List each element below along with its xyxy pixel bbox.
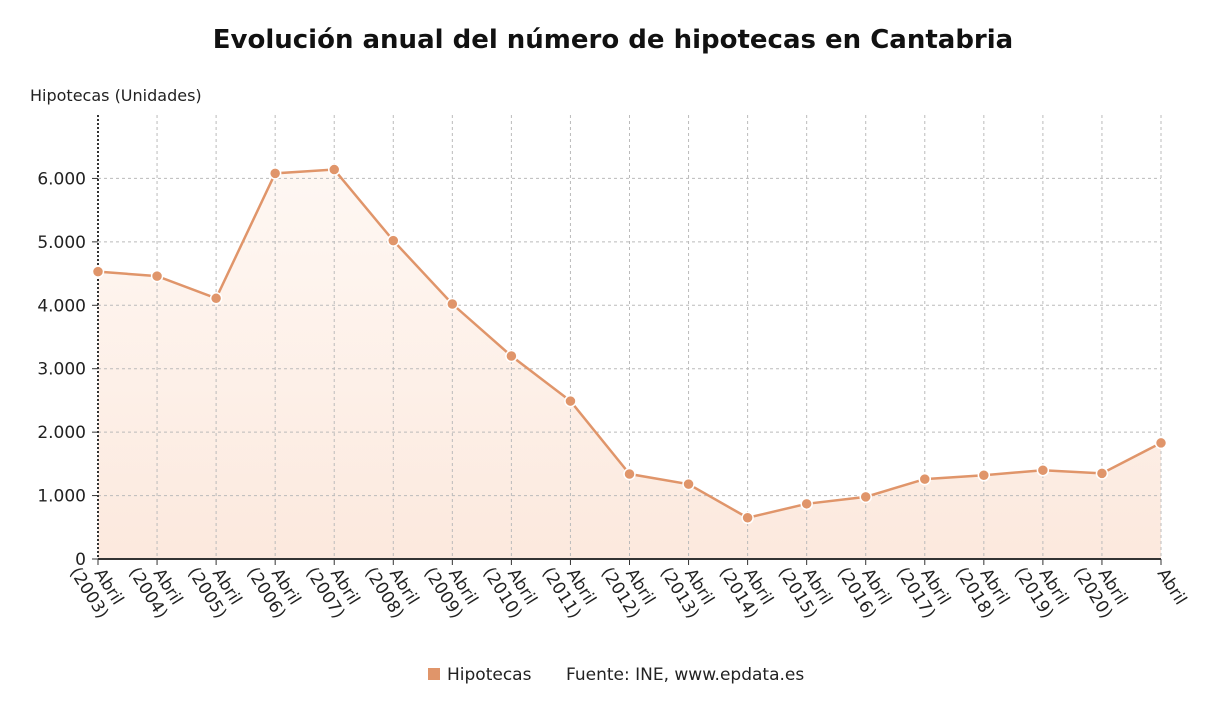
grid <box>98 115 1162 559</box>
x-tick-label: Abril(2020) <box>1069 553 1133 622</box>
legend-swatch <box>428 668 440 680</box>
x-tick-label: Abril(2009) <box>420 553 484 622</box>
y-tick-label: 6.000 <box>37 169 86 189</box>
x-tick-label: Abril(2014) <box>715 553 779 622</box>
marker <box>327 163 341 176</box>
marker <box>505 349 518 363</box>
marker <box>859 490 872 504</box>
x-tick-label: Abril(2005) <box>183 553 247 622</box>
marker <box>1154 436 1168 450</box>
x-tick-label: Abril(2011) <box>538 553 602 622</box>
x-tick-label: Abril(2018) <box>951 553 1015 622</box>
marker <box>150 269 164 283</box>
marker <box>800 497 813 511</box>
y-tick-label: 3.000 <box>37 360 86 380</box>
marker <box>1095 467 1109 480</box>
marker <box>682 477 695 491</box>
source: Fuente: INE, www.epdata.es <box>566 665 804 685</box>
marker <box>91 265 105 278</box>
y-tick-label: 5.000 <box>37 233 86 253</box>
x-tick-label: Abril(2017) <box>892 553 956 622</box>
marker <box>918 472 932 486</box>
y-tick-label: 2.000 <box>37 423 86 443</box>
marker <box>564 394 577 408</box>
y-axis-title: Hipotecas (Unidades) <box>30 86 202 105</box>
marker <box>446 297 459 311</box>
x-tick-label: Abril(2015) <box>774 553 838 622</box>
x-tick-label: Abril(2006) <box>243 553 307 622</box>
marker <box>623 467 636 481</box>
x-tick-label: Abril(2012) <box>597 553 661 622</box>
y-tick-label: 1.000 <box>37 487 86 507</box>
marker <box>977 469 991 482</box>
chart-title: Evolución anual del número de hipotecas … <box>213 25 1013 55</box>
legend-label: Hipotecas <box>447 665 532 685</box>
x-tick-label: Abril(2019) <box>1010 553 1074 622</box>
x-tick-label: Abril(2007) <box>302 553 366 622</box>
x-tick-label: Abril(2016) <box>833 553 897 622</box>
legend: Hipotecas Fuente: INE, www.epdata.es <box>428 665 804 685</box>
marker <box>387 234 400 247</box>
marker <box>741 511 754 525</box>
area <box>98 169 1161 559</box>
marker <box>268 167 282 180</box>
x-tick-label: Abril(2004) <box>124 553 188 622</box>
x-tick-label: Abril(2008) <box>361 553 425 622</box>
y-tick-label: 4.000 <box>37 296 86 316</box>
x-tick-label: Abril <box>1153 565 1191 609</box>
x-tick-label: Abril(2010) <box>479 553 543 622</box>
x-tick-label: Abril(2013) <box>656 553 720 622</box>
marker <box>1036 463 1050 477</box>
y-tick-label: 0 <box>75 550 86 570</box>
marker <box>209 292 223 305</box>
